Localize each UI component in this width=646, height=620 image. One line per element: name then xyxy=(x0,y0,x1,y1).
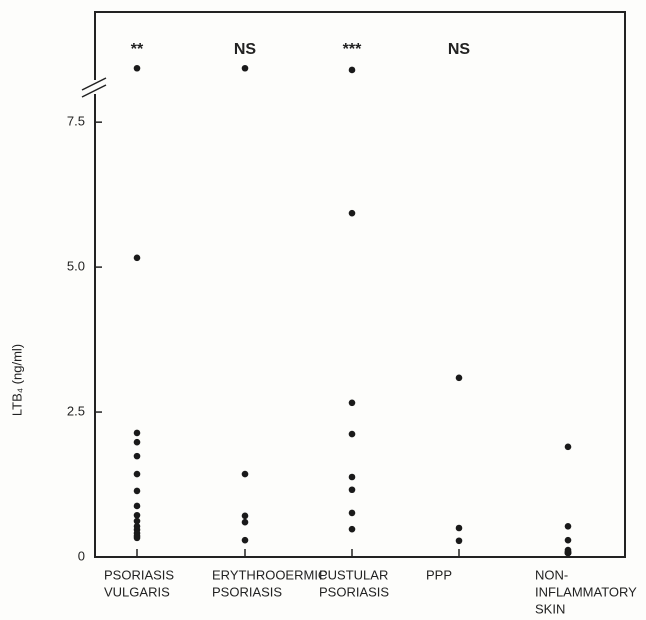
significance-label: NS xyxy=(234,41,257,58)
y-tick-label: 0 xyxy=(78,548,85,563)
data-point xyxy=(241,536,249,544)
y-tick-label: 5.0 xyxy=(67,259,85,274)
data-point xyxy=(348,399,356,407)
data-point xyxy=(348,525,356,533)
data-point xyxy=(348,209,356,217)
y-tick-label: 7.5 xyxy=(67,114,85,129)
significance-label: NS xyxy=(448,41,471,58)
data-point xyxy=(348,430,356,438)
significance-label: ** xyxy=(131,41,144,58)
x-tick-label: PPP xyxy=(426,567,452,582)
data-point xyxy=(348,473,356,481)
data-point xyxy=(133,254,141,262)
x-tick-label: ERYTHROOERMIC xyxy=(212,567,327,582)
data-point xyxy=(348,509,356,517)
data-point xyxy=(133,517,141,525)
axis-break xyxy=(81,77,107,98)
data-point xyxy=(133,487,141,495)
x-tick-label: SKIN xyxy=(535,601,565,616)
data-point xyxy=(455,524,463,532)
data-point xyxy=(133,64,141,72)
data-point xyxy=(133,429,141,437)
data-point xyxy=(455,374,463,382)
x-tick-label: INFLAMMATORY xyxy=(535,584,637,599)
data-point xyxy=(348,66,356,74)
data-point xyxy=(564,536,572,544)
data-point xyxy=(241,470,249,478)
x-tick-label: PUSTULAR xyxy=(319,567,388,582)
data-point xyxy=(133,534,141,542)
data-point xyxy=(133,438,141,446)
y-tick-label: 2.5 xyxy=(67,403,85,418)
data-point xyxy=(564,549,572,557)
data-point xyxy=(241,518,249,526)
data-point xyxy=(133,502,141,510)
x-tick-label: PSORIASIS xyxy=(212,584,282,599)
data-point xyxy=(133,470,141,478)
data-point xyxy=(133,511,141,519)
data-point xyxy=(241,64,249,72)
data-point xyxy=(133,452,141,460)
y-axis-label: LTB₄ (ng/ml) xyxy=(9,344,24,416)
plot-frame xyxy=(94,11,626,558)
x-tick-label: VULGARIS xyxy=(104,584,170,599)
data-point xyxy=(455,537,463,545)
x-tick-label: PSORIASIS xyxy=(104,567,174,582)
data-point xyxy=(348,486,356,494)
x-tick-label: NON- xyxy=(535,567,568,582)
significance-label: *** xyxy=(343,41,362,58)
data-point xyxy=(564,522,572,530)
data-point xyxy=(241,512,249,520)
data-point xyxy=(564,443,572,451)
x-tick-label: PSORIASIS xyxy=(319,584,389,599)
